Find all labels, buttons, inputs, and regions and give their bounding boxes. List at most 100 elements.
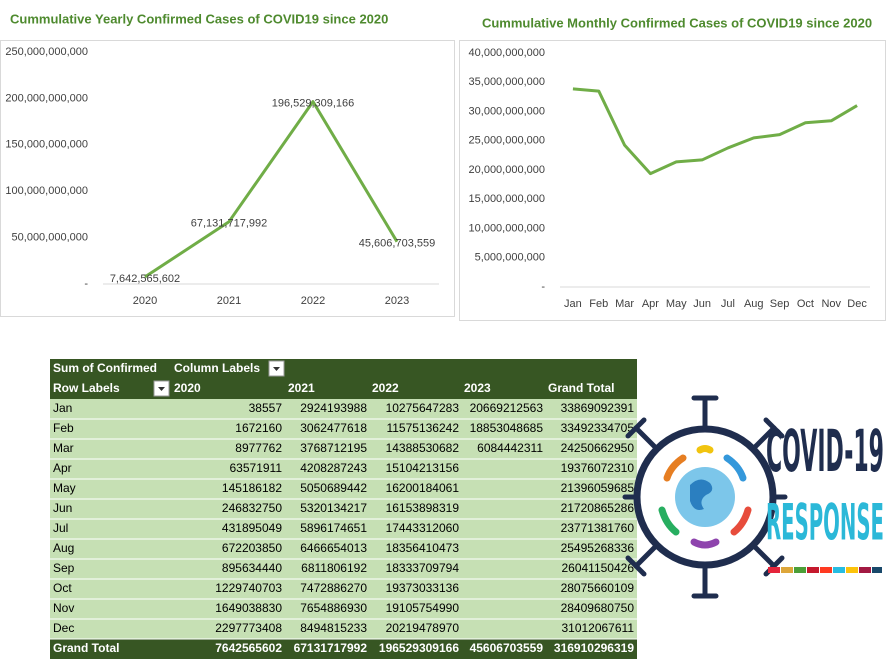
table-cell: 5896174651 (300, 521, 367, 535)
table-header: Column Labels (174, 361, 260, 375)
table-cell: 28409680750 (561, 601, 635, 615)
x-tick-label: Jan (564, 298, 582, 310)
table-cell: 21396059685 (561, 481, 635, 495)
x-tick-label: Jul (721, 298, 735, 310)
table-cell: 1229740703 (215, 581, 282, 595)
y-tick-label: 35,000,000,000 (469, 76, 545, 88)
table-cell: Dec (53, 621, 74, 635)
table-cell: 5050689442 (300, 481, 367, 495)
table-cell: 145186182 (222, 481, 282, 495)
table-cell: 5320134217 (300, 501, 367, 515)
chart-title: Cummulative Yearly Confirmed Cases of CO… (10, 11, 388, 26)
x-tick-label: Oct (797, 298, 814, 310)
table-cell: 19373033136 (386, 581, 460, 595)
table-cell: 8494815233 (300, 621, 367, 635)
table-cell: Mar (53, 441, 74, 455)
table-cell: 15104213156 (386, 461, 460, 475)
y-tick-label: - (541, 281, 545, 293)
data-label: 196,529,309,166 (272, 98, 355, 110)
data-label: 45,606,703,559 (359, 238, 435, 250)
y-tick-label: 100,000,000,000 (5, 185, 88, 197)
table-cell: 18853048685 (470, 421, 544, 435)
y-tick-label: 20,000,000,000 (469, 164, 545, 176)
table-cell: 672203850 (222, 541, 282, 555)
x-tick-label: 2022 (301, 295, 325, 307)
y-tick-label: 150,000,000,000 (5, 139, 88, 151)
x-tick-label: May (666, 298, 687, 310)
table-cell: 1649038830 (215, 601, 282, 615)
color-strip (768, 567, 882, 573)
x-tick-label: Jun (693, 298, 711, 310)
table-cell: 2297773408 (215, 621, 282, 635)
table-cell: 3062477618 (300, 421, 367, 435)
table-cell: 7472886270 (300, 581, 367, 595)
table-cell: 18333709794 (386, 561, 460, 575)
x-tick-label: Sep (770, 298, 790, 310)
table-header: Grand Total (548, 381, 614, 395)
table-cell: Nov (53, 601, 74, 615)
table-cell: Apr (53, 461, 72, 475)
table-cell: 19105754990 (386, 601, 460, 615)
table-cell: 16153898319 (386, 501, 460, 515)
table-header: 2020 (174, 381, 201, 395)
table-cell: 3768712195 (300, 441, 367, 455)
table-header: Row Labels (53, 381, 120, 395)
table-cell: Aug (53, 541, 74, 555)
y-tick-label: 15,000,000,000 (469, 193, 545, 205)
table-header: 2022 (372, 381, 399, 395)
logo-title: COVID-19 (766, 417, 884, 485)
table-cell: 17443312060 (386, 521, 460, 535)
table-cell: 21720865286 (561, 501, 635, 515)
y-tick-label: 25,000,000,000 (469, 135, 545, 147)
x-tick-label: Apr (642, 298, 659, 310)
filter-arrow (158, 387, 165, 391)
table-cell: 38557 (249, 401, 283, 415)
y-tick-label: 40,000,000,000 (469, 47, 545, 59)
table-cell: 63571911 (230, 461, 283, 475)
chart-frame (459, 40, 886, 321)
table-cell: Jun (53, 501, 72, 515)
line (572, 87, 858, 176)
x-tick-label: Aug (744, 298, 764, 310)
logo-subtitle: RESPONSE (766, 494, 884, 552)
table-header-bg (50, 359, 637, 399)
table-cell: 6084442311 (477, 441, 543, 455)
y-tick-label: - (84, 278, 88, 290)
table-total: 67131717992 (294, 641, 368, 655)
table-header: Sum of Confirmed (53, 361, 157, 375)
table-cell: 31012067611 (561, 621, 634, 635)
chart-frame (0, 40, 455, 317)
table-total: 45606703559 (470, 641, 544, 655)
table-cell: 33869092391 (561, 401, 635, 415)
table-cell: 28075660109 (561, 581, 635, 595)
table-cell: 18356410473 (386, 541, 460, 555)
chart-title: Cummulative Monthly Confirmed Cases of C… (482, 15, 872, 30)
table-cell: 2924193988 (300, 401, 367, 415)
table-total: Grand Total (53, 641, 119, 655)
x-tick-label: Dec (847, 298, 867, 310)
y-tick-label: 30,000,000,000 (469, 105, 545, 117)
x-tick-label: 2023 (385, 295, 409, 307)
y-tick-label: 50,000,000,000 (12, 232, 88, 244)
table-cell: 25495268336 (561, 541, 635, 555)
logo: COVID-19 RESPONSE (622, 395, 884, 599)
table-cell: Feb (53, 421, 74, 435)
table-cell: Oct (53, 581, 72, 595)
table-cell: 20219478970 (386, 621, 460, 635)
x-tick-label: Mar (615, 298, 634, 310)
x-tick-label: 2021 (217, 295, 241, 307)
line (144, 100, 399, 279)
table-header: 2021 (288, 381, 315, 395)
x-tick-label: Feb (589, 298, 608, 310)
table-cell: 16200184061 (386, 481, 460, 495)
table-cell: 7654886930 (300, 601, 367, 615)
table-cell: May (53, 481, 76, 495)
table-cell: 14388530682 (386, 441, 460, 455)
table-cell: 33492334705 (561, 421, 635, 435)
filter-arrow (273, 367, 280, 371)
table-cell: 8977762 (235, 441, 282, 455)
x-tick-label: 2020 (133, 295, 157, 307)
table-header: 2023 (464, 381, 491, 395)
table-cell: 19376072310 (561, 461, 635, 475)
